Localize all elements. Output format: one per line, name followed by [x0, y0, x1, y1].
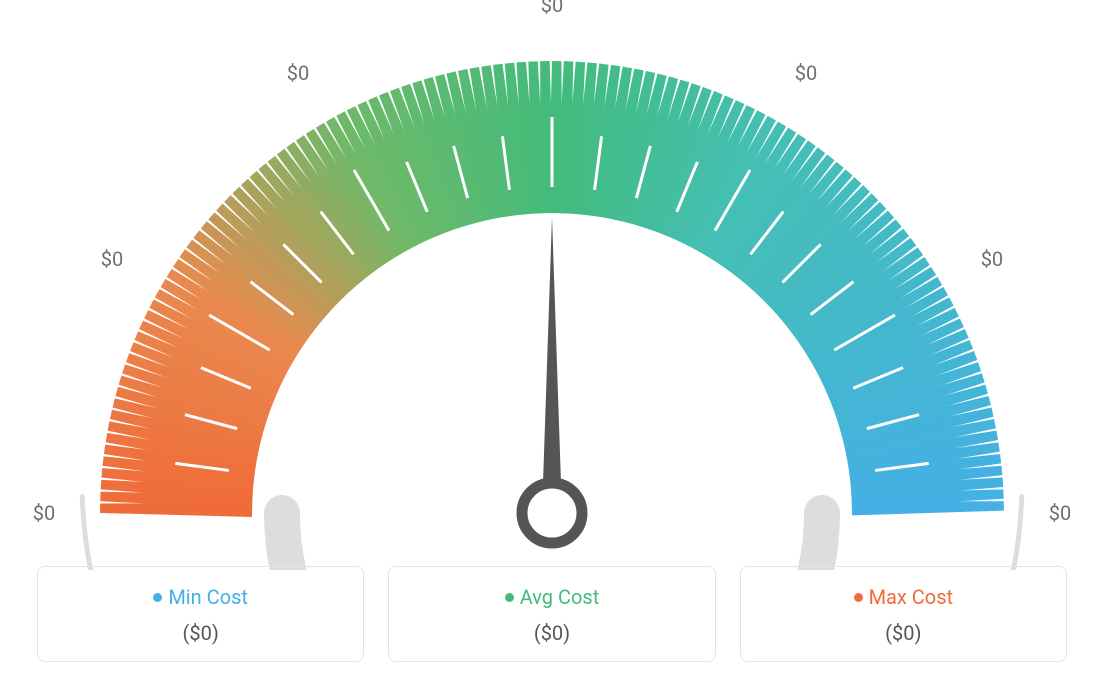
gauge-svg — [0, 10, 1104, 570]
legend-label-min: Min Cost — [168, 585, 248, 609]
gauge-tick-label: $0 — [795, 61, 817, 85]
legend-dot-max — [854, 593, 863, 602]
legend-card-avg: Avg Cost ($0) — [388, 566, 715, 662]
legend-title-min: Min Cost — [38, 585, 363, 609]
cost-gauge-chart: $0 $0 $0 $0 $0 $0 $0 Min Cost ($0) Avg Cost ($… — [0, 0, 1104, 690]
legend-title-max: Max Cost — [741, 585, 1066, 609]
gauge-tick-label: $0 — [287, 61, 309, 85]
gauge-area: $0$0$0$0$0$0$0 — [0, 10, 1104, 550]
gauge-tick-label: $0 — [541, 0, 563, 17]
legend-dot-avg — [505, 593, 514, 602]
legend-label-max: Max Cost — [869, 585, 954, 609]
legend-row: Min Cost ($0) Avg Cost ($0) Max Cost ($0… — [37, 566, 1067, 662]
gauge-tick-label: $0 — [33, 501, 55, 525]
legend-label-avg: Avg Cost — [520, 585, 600, 609]
legend-card-max: Max Cost ($0) — [740, 566, 1067, 662]
legend-dot-min — [153, 593, 162, 602]
legend-value-max: ($0) — [741, 621, 1066, 645]
legend-title-avg: Avg Cost — [389, 585, 714, 609]
gauge-tick-label: $0 — [1049, 501, 1071, 525]
legend-value-min: ($0) — [38, 621, 363, 645]
gauge-tick-label: $0 — [981, 247, 1003, 271]
gauge-tick-label: $0 — [101, 247, 123, 271]
legend-card-min: Min Cost ($0) — [37, 566, 364, 662]
legend-value-avg: ($0) — [389, 621, 714, 645]
